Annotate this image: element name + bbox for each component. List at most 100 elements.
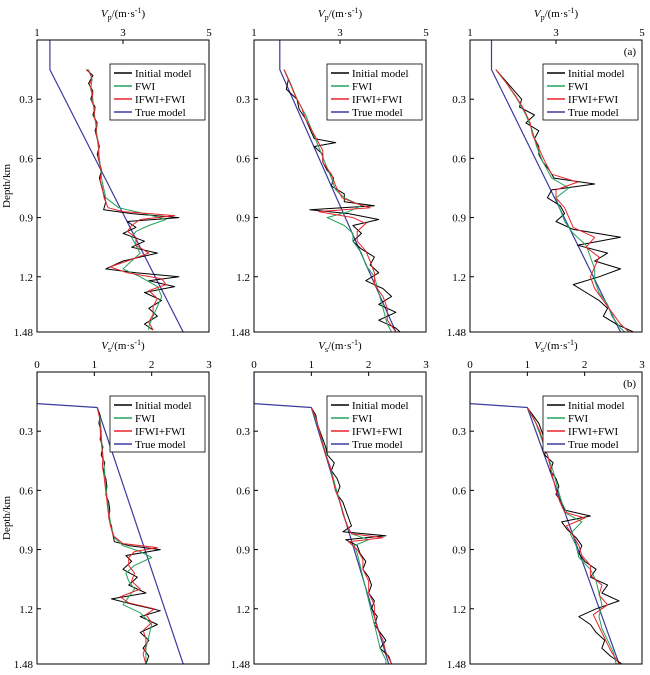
x-axis-title-superscript: -1 [135, 6, 142, 15]
x-axis-title-close: ) [141, 8, 145, 20]
x-axis-title-unit: /(m·s [111, 340, 134, 352]
series-line-ifwi-fwi [495, 69, 630, 332]
legend-label-true-model: True model [568, 439, 619, 451]
panel-0-1: 1 3 5 0.3 0.6 0.9 1.2 1.48 Vp/(m·s-1) Initial mod… [231, 6, 430, 339]
x-axis-title-symbol: V [534, 340, 542, 352]
legend-label-initial-model: Initial model [568, 400, 625, 412]
panel-0-0: 1 3 5 0.3 0.6 0.9 1.2 1.48 Vp/(m·s-1) Depth/km Ini… [1, 6, 212, 339]
x-axis-title-unit: /(m·s [329, 8, 352, 20]
legend-label-initial-model: Initial model [568, 68, 625, 80]
y-tick-label: 1.2 [236, 272, 250, 284]
legend-label-fwi: FWI [568, 413, 589, 425]
y-axis-label: Depth/km [1, 164, 13, 208]
legend-label-true-model: True model [568, 107, 619, 119]
y-tick-label: 0.9 [19, 213, 33, 225]
plot-frame [469, 371, 643, 665]
series-group [49, 40, 184, 332]
y-tick-label: 0.9 [452, 545, 466, 557]
x-tick-label: 1 [309, 359, 315, 371]
x-axis-title-subscript: p [541, 13, 545, 22]
row-label: (a) [624, 46, 637, 58]
x-axis-title-superscript: -1 [568, 6, 575, 15]
x-tick-label: 5 [639, 27, 645, 39]
y-tick-label: 1.48 [231, 659, 251, 671]
x-tick-label: 3 [206, 359, 212, 371]
series-line-true-model [49, 40, 184, 332]
series-group [279, 40, 401, 332]
x-tick-label: 3 [120, 27, 126, 39]
legend-label-fwi: FWI [352, 413, 373, 425]
series-line-ifwi-fwi [96, 407, 158, 664]
x-tick-label: 1 [525, 359, 531, 371]
plot-frame [253, 371, 427, 665]
y-tick-label: 0.6 [236, 153, 250, 165]
x-tick-label: 1 [467, 27, 473, 39]
series-line-initial-model [283, 69, 401, 332]
series-line-ifwi-fwi [310, 407, 393, 664]
legend-label-ifwi-fwi: IFWI+FWI [135, 94, 186, 106]
x-axis-title-symbol: V [101, 8, 109, 20]
x-axis-title-subscript: p [325, 13, 329, 22]
legend-label-initial-model: Initial model [135, 68, 192, 80]
x-axis-title-close: ) [141, 340, 145, 352]
legend-label-true-model: True model [135, 439, 186, 451]
x-axis-title: Vp/(m·s-1) [101, 6, 146, 22]
y-axis-label: Depth/km [1, 496, 13, 540]
series-line-fwi [283, 69, 393, 332]
y-tick-label: 0.9 [452, 213, 466, 225]
x-tick-label: 0 [467, 359, 473, 371]
legend-label-initial-model: Initial model [352, 68, 409, 80]
series-line-ifwi-fwi [283, 69, 397, 332]
y-tick-label: 0.3 [236, 94, 250, 106]
panel-1-1: 0 1 2 3 0.3 0.6 0.9 1.2 1.48 Vs/(m·s-1) Initial mo… [231, 338, 430, 671]
x-axis-title-subscript: s [325, 345, 328, 354]
x-axis-title-subscript: s [541, 345, 544, 354]
panel-1-2: 0 1 2 3 0.3 0.6 0.9 1.2 1.48 Vs/(m·s-1) (b) Initial… [447, 338, 646, 671]
x-axis-title: Vs/(m·s-1) [534, 338, 578, 354]
series-line-fwi [495, 69, 626, 332]
x-axis-title-symbol: V [318, 340, 326, 352]
x-axis-title-symbol: V [318, 8, 326, 20]
legend-label-fwi: FWI [568, 81, 589, 93]
legend-label-ifwi-fwi: IFWI+FWI [352, 426, 403, 438]
x-axis-title-superscript: -1 [351, 338, 358, 347]
series-line-true-model [490, 40, 622, 332]
x-axis-title-superscript: -1 [567, 338, 574, 347]
y-tick-label: 1.48 [447, 659, 467, 671]
legend-label-initial-model: Initial model [352, 400, 409, 412]
x-axis-title-subscript: s [108, 345, 111, 354]
x-tick-label: 0 [34, 359, 40, 371]
legend-label-initial-model: Initial model [135, 400, 192, 412]
series-line-initial-model [495, 69, 634, 332]
x-axis-title-close: ) [358, 8, 362, 20]
x-tick-label: 2 [149, 359, 155, 371]
y-tick-label: 0.6 [19, 485, 33, 497]
y-tick-label: 1.2 [236, 604, 250, 616]
x-tick-label: 1 [92, 359, 98, 371]
y-tick-label: 1.2 [452, 604, 466, 616]
x-axis-title-unit: /(m·s [328, 340, 351, 352]
series-line-fwi [526, 407, 617, 664]
y-tick-label: 1.2 [19, 272, 33, 284]
series-group [37, 372, 184, 664]
legend-label-fwi: FWI [352, 81, 373, 93]
legend-label-ifwi-fwi: IFWI+FWI [135, 426, 186, 438]
x-axis-title-close: ) [574, 340, 578, 352]
row-label: (b) [623, 378, 636, 390]
x-tick-label: 5 [206, 27, 212, 39]
y-tick-label: 0.6 [452, 153, 466, 165]
panel-1-0: 0 1 2 3 0.3 0.6 0.9 1.2 1.48 Vs/(m·s-1) Depth/km In… [1, 338, 212, 671]
x-axis-title-unit: /(m·s [544, 340, 567, 352]
y-tick-label: 1.48 [14, 327, 34, 339]
x-tick-label: 5 [423, 27, 429, 39]
series-group [254, 372, 393, 664]
legend-label-ifwi-fwi: IFWI+FWI [568, 94, 619, 106]
series-line-true-model [37, 372, 184, 664]
legend-label-ifwi-fwi: IFWI+FWI [352, 94, 403, 106]
legend-label-true-model: True model [135, 107, 186, 119]
x-tick-label: 3 [337, 27, 343, 39]
x-axis-title-close: ) [358, 340, 362, 352]
x-axis-title-symbol: V [101, 340, 109, 352]
